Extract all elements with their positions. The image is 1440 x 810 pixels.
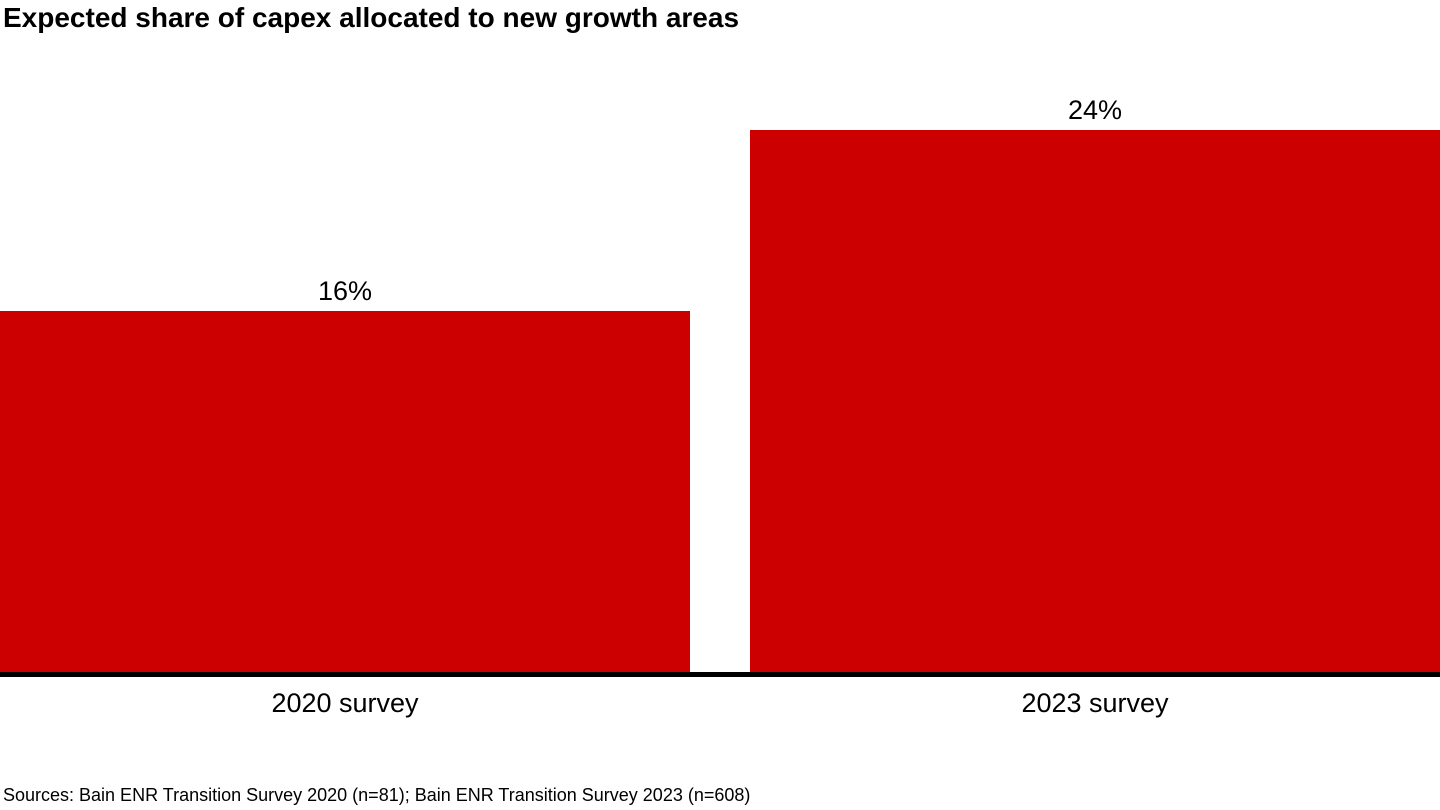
chart-title: Expected share of capex allocated to new…	[3, 2, 740, 33]
bar-group-2023: 24%	[750, 95, 1440, 672]
x-axis-label-2023: 2023 survey	[1021, 688, 1169, 718]
bar-group-2020: 16%	[0, 276, 690, 672]
x-axis-labels: 2020 survey 2023 survey	[0, 687, 1440, 719]
bar-chart: 16% 24%	[0, 95, 1440, 672]
bar-2023	[750, 130, 1440, 672]
x-axis-line	[0, 672, 1440, 677]
value-label-2023: 24%	[1067, 95, 1123, 125]
sources-note: Sources: Bain ENR Transition Survey 2020…	[3, 785, 751, 805]
bar-2020	[0, 311, 690, 672]
value-label-2020: 16%	[317, 276, 373, 306]
x-axis-label-2020: 2020 survey	[271, 688, 419, 718]
